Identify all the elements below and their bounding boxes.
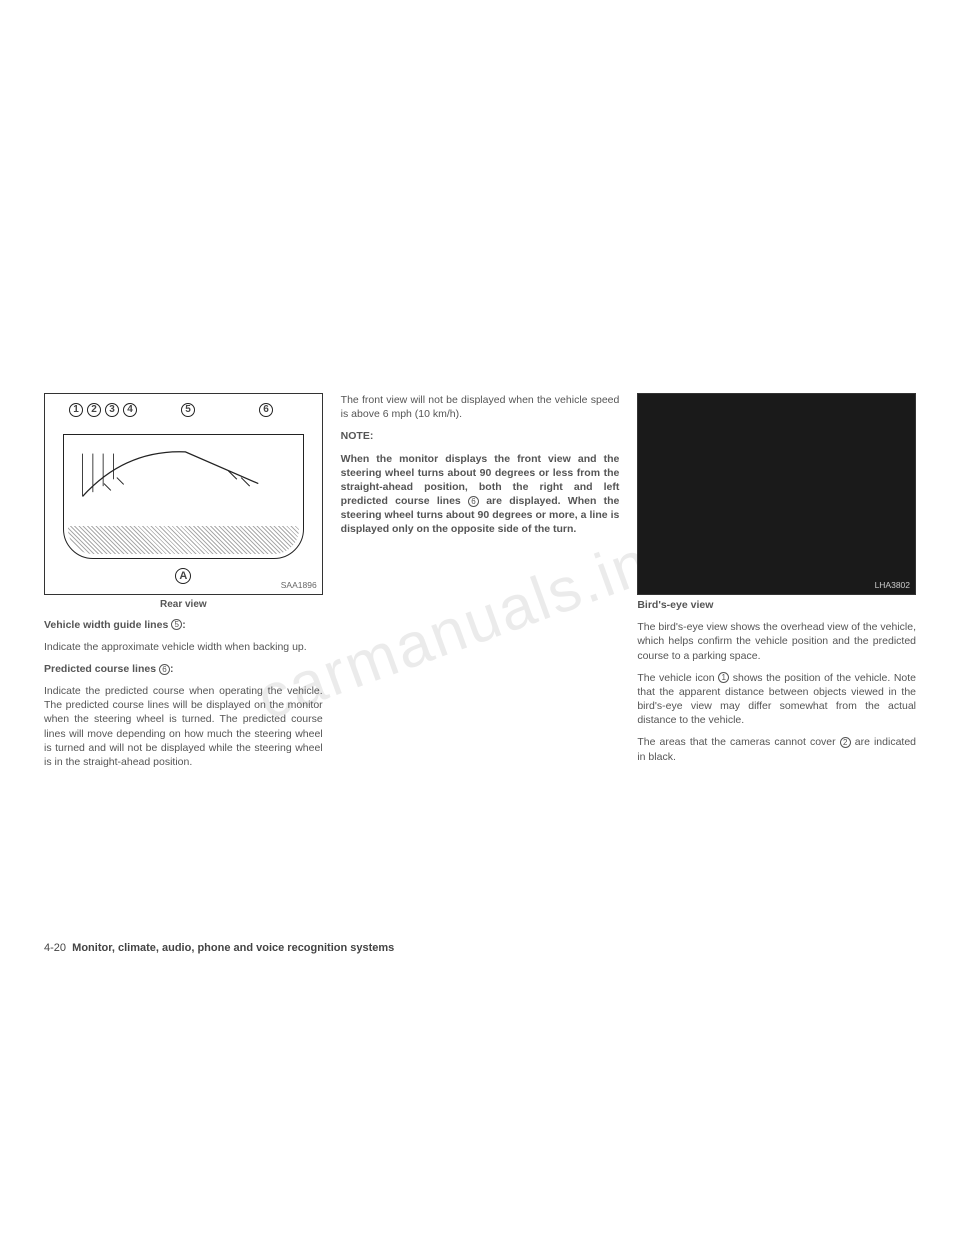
marker-6: 6 <box>259 403 273 417</box>
para-front-view: The front view will not be displayed whe… <box>341 393 620 421</box>
heading-predicted: Predicted course lines 6: <box>44 662 323 676</box>
para-birds-eye-2: The vehicle icon 1 shows the position of… <box>637 671 916 728</box>
heading-text: Predicted course lines <box>44 663 159 675</box>
figure-caption: Rear view <box>44 598 323 612</box>
diagram-body <box>63 434 304 559</box>
note-body: When the monitor displays the front view… <box>341 452 620 537</box>
diagram-shade <box>68 526 299 554</box>
marker-3: 3 <box>105 403 119 417</box>
figure-code: SAA1896 <box>281 580 317 591</box>
para-predicted: Indicate the predicted course when opera… <box>44 684 323 769</box>
section-title: Monitor, climate, audio, phone and voice… <box>72 942 394 954</box>
heading-colon: : <box>170 663 174 675</box>
note-label: NOTE: <box>341 429 620 443</box>
ref-1-icon: 1 <box>718 672 729 683</box>
ref-6-icon: 6 <box>468 496 479 507</box>
heading-birds-eye: Bird's-eye view <box>637 598 916 612</box>
marker-1: 1 <box>69 403 83 417</box>
column-3: LHA3802 Bird's-eye view The bird's-eye v… <box>637 393 916 777</box>
ref-2-icon: 2 <box>840 737 851 748</box>
ref-6-icon: 6 <box>159 664 170 675</box>
figure-birds-eye: LHA3802 <box>637 393 916 595</box>
heading-width-guide: Vehicle width guide lines 5: <box>44 618 323 632</box>
figure-rear-view: 1 2 3 4 5 6 A SAA1896 <box>44 393 323 595</box>
marker-2: 2 <box>87 403 101 417</box>
text-a: The areas that the cameras cannot cover <box>637 736 839 748</box>
marker-4: 4 <box>123 403 137 417</box>
page-content: 1 2 3 4 5 6 A SAA1896 Rea <box>44 393 916 777</box>
text-a: The vehicle icon <box>637 672 718 684</box>
para-birds-eye-3: The areas that the cameras cannot cover … <box>637 735 916 763</box>
heading-colon: : <box>182 619 186 631</box>
diagram-lines-icon <box>74 445 263 505</box>
column-2: The front view will not be displayed whe… <box>341 393 620 777</box>
ref-5-icon: 5 <box>171 619 182 630</box>
column-1: 1 2 3 4 5 6 A SAA1896 Rea <box>44 393 323 777</box>
diagram-markers: 1 2 3 4 5 6 <box>69 403 273 417</box>
para-width-guide: Indicate the approximate vehicle width w… <box>44 640 323 654</box>
marker-5: 5 <box>181 403 195 417</box>
heading-text: Vehicle width guide lines <box>44 619 171 631</box>
page-footer: 4-20 Monitor, climate, audio, phone and … <box>44 942 394 954</box>
figure-code: LHA3802 <box>875 580 910 591</box>
para-birds-eye-1: The bird's-eye view shows the overhead v… <box>637 620 916 663</box>
marker-a: A <box>175 568 191 584</box>
page-number: 4-20 <box>44 942 66 954</box>
